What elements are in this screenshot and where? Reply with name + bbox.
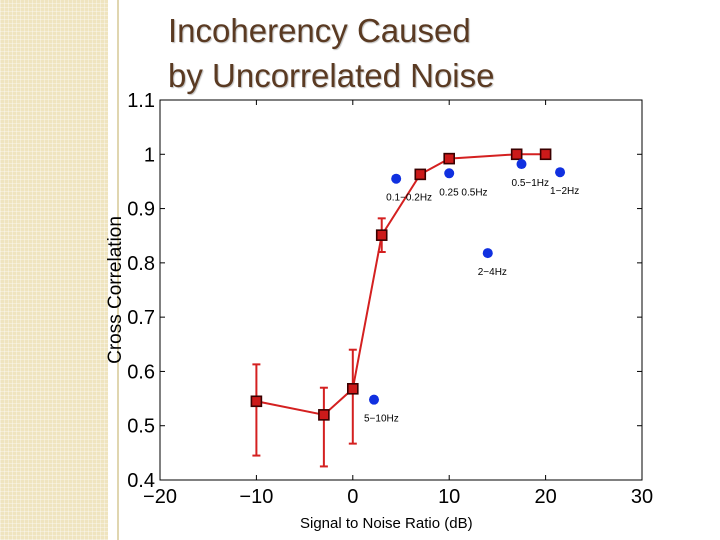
slide-title: Incoherency Caused by Uncorrelated Noise: [168, 8, 495, 98]
band-point-label: 5−10Hz: [364, 414, 399, 425]
plot-frame: [159, 99, 643, 481]
data-point-marker: [443, 152, 456, 165]
x-axis-title: Signal to Noise Ratio (dB): [300, 515, 473, 532]
y-tick-label: 0.7: [127, 307, 155, 329]
data-point-marker: [539, 148, 552, 161]
x-tick-label: 10: [438, 486, 460, 508]
band-scatter-points: 5−10Hz 0.1−0.2Hz 0.25 0.5Hz 2−4Hz 0.5−1Hz1−2…: [364, 159, 579, 425]
y-tick-label: 0.5: [127, 416, 155, 438]
slide-title-line-2: by Uncorrelated Noise: [168, 57, 495, 94]
decorative-divider-line: [117, 0, 119, 540]
x-tick-label: −20: [143, 486, 177, 508]
y-tick-label: 0.4: [127, 470, 155, 492]
band-point-label: 0.25 0.5Hz: [439, 187, 487, 198]
band-point-label: 1−2Hz: [550, 186, 579, 197]
band-point-label: 0.1−0.2Hz: [386, 193, 432, 204]
data-point-marker: [510, 148, 523, 161]
y-axis-ticks: 0.4 0.5 0.6 0.7 0.8 0.9 1 1.1: [127, 90, 642, 492]
slide-title-line-1: Incoherency Caused: [168, 12, 471, 49]
data-point-marker: [346, 382, 359, 395]
y-tick-label: 0.8: [127, 253, 155, 275]
band-point-label: 0.5−1Hz: [512, 178, 550, 189]
data-point-marker: [414, 168, 427, 181]
y-tick-label: 0.9: [127, 199, 155, 221]
x-tick-label: −10: [239, 486, 273, 508]
x-tick-label: 30: [631, 486, 653, 508]
decorative-side-panel: [0, 0, 108, 540]
y-axis-title: Cross Correlation: [105, 216, 126, 364]
band-scatter-point: [444, 168, 455, 179]
data-point-marker: [318, 409, 330, 421]
data-point-marker: [250, 395, 263, 408]
error-bars: [252, 217, 386, 468]
data-point-marker: [375, 229, 388, 241]
band-scatter-point: [482, 248, 493, 259]
band-point-label: 2−4Hz: [478, 267, 507, 278]
x-axis-ticks: −20 −10 0 10 20 30: [143, 100, 653, 508]
y-tick-label: 1.1: [127, 90, 155, 112]
band-scatter-point: [391, 173, 402, 184]
band-scatter-point: [369, 394, 380, 405]
band-scatter-point: [555, 167, 566, 178]
x-tick-label: 20: [534, 486, 556, 508]
y-tick-label: 1: [144, 144, 155, 166]
correlation-markers: [250, 148, 552, 421]
x-tick-label: 0: [347, 486, 358, 508]
band-scatter-point: [516, 159, 527, 170]
y-tick-label: 0.6: [127, 361, 155, 383]
